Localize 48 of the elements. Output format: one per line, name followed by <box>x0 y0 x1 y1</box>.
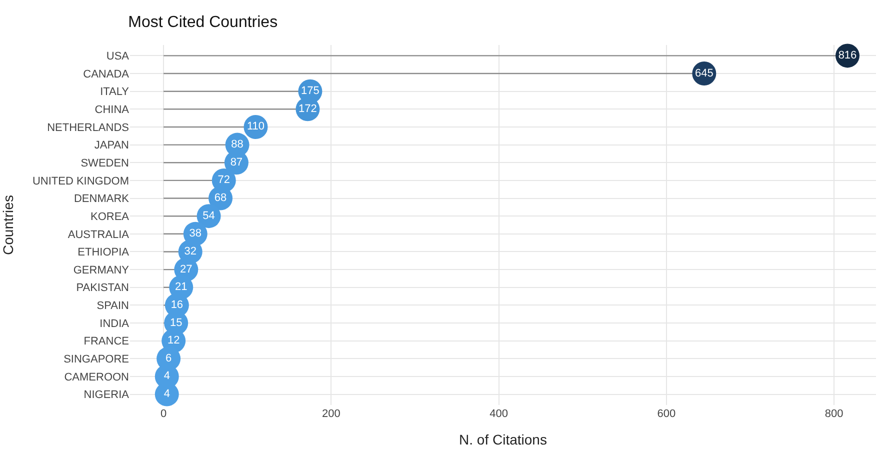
y-tick-label: KOREA <box>90 210 130 223</box>
y-tick-label: GERMANY <box>73 264 130 276</box>
y-tick-label: CAMEROON <box>64 371 130 384</box>
data-label: 15 <box>170 316 182 329</box>
y-tick-label: ITALY <box>100 86 130 98</box>
y-tick-label: SINGAPORE <box>64 354 129 366</box>
y-tick-label: NETHERLANDS <box>47 122 129 134</box>
x-tick-label: 800 <box>824 408 844 420</box>
data-label: 645 <box>694 67 714 80</box>
data-label: 4 <box>164 370 170 382</box>
data-label: 175 <box>301 85 320 98</box>
data-label: 38 <box>189 228 202 240</box>
x-tick-label: 200 <box>322 408 340 420</box>
x-tick-label: 600 <box>657 408 676 420</box>
y-tick-label: CANADA <box>83 68 130 80</box>
y-axis-title: Countries <box>0 195 16 255</box>
x-axis-title: N. of Citations <box>459 431 547 448</box>
y-tick-label: PAKISTAN <box>76 282 130 294</box>
x-tick-label: 0 <box>160 408 167 420</box>
data-label: 88 <box>231 138 244 151</box>
y-tick-label: USA <box>106 50 130 63</box>
data-label: 72 <box>218 174 230 186</box>
data-label: 4 <box>164 388 170 400</box>
data-label: 172 <box>298 102 317 115</box>
y-tick-label: SPAIN <box>96 300 130 312</box>
data-label: 54 <box>202 210 215 222</box>
y-tick-label: UNITED KINGDOM <box>32 175 129 188</box>
data-label: 27 <box>180 263 192 276</box>
data-label: 32 <box>184 245 196 258</box>
data-label: 16 <box>170 298 184 311</box>
chart-title: Most Cited Countries <box>128 14 278 32</box>
y-tick-label: SWEDEN <box>80 157 130 170</box>
y-tick-label: ETHIOPIA <box>78 246 130 259</box>
data-label: 68 <box>214 192 227 204</box>
y-tick-label: DENMARK <box>74 193 130 206</box>
y-tick-label: INDIA <box>100 318 130 330</box>
y-tick-label: JAPAN <box>94 140 130 152</box>
data-label: 110 <box>246 120 265 133</box>
data-label: 12 <box>167 334 180 347</box>
y-tick-label: AUSTRALIA <box>68 228 130 241</box>
data-label: 21 <box>175 281 188 294</box>
data-label: 6 <box>165 352 172 364</box>
data-label: 87 <box>230 156 243 168</box>
data-label: 816 <box>838 49 857 62</box>
y-tick-label: FRANCE <box>84 336 129 348</box>
y-tick-label: NIGERIA <box>84 389 130 402</box>
y-tick-label: CHINA <box>94 104 130 116</box>
x-tick-label: 400 <box>490 408 508 420</box>
